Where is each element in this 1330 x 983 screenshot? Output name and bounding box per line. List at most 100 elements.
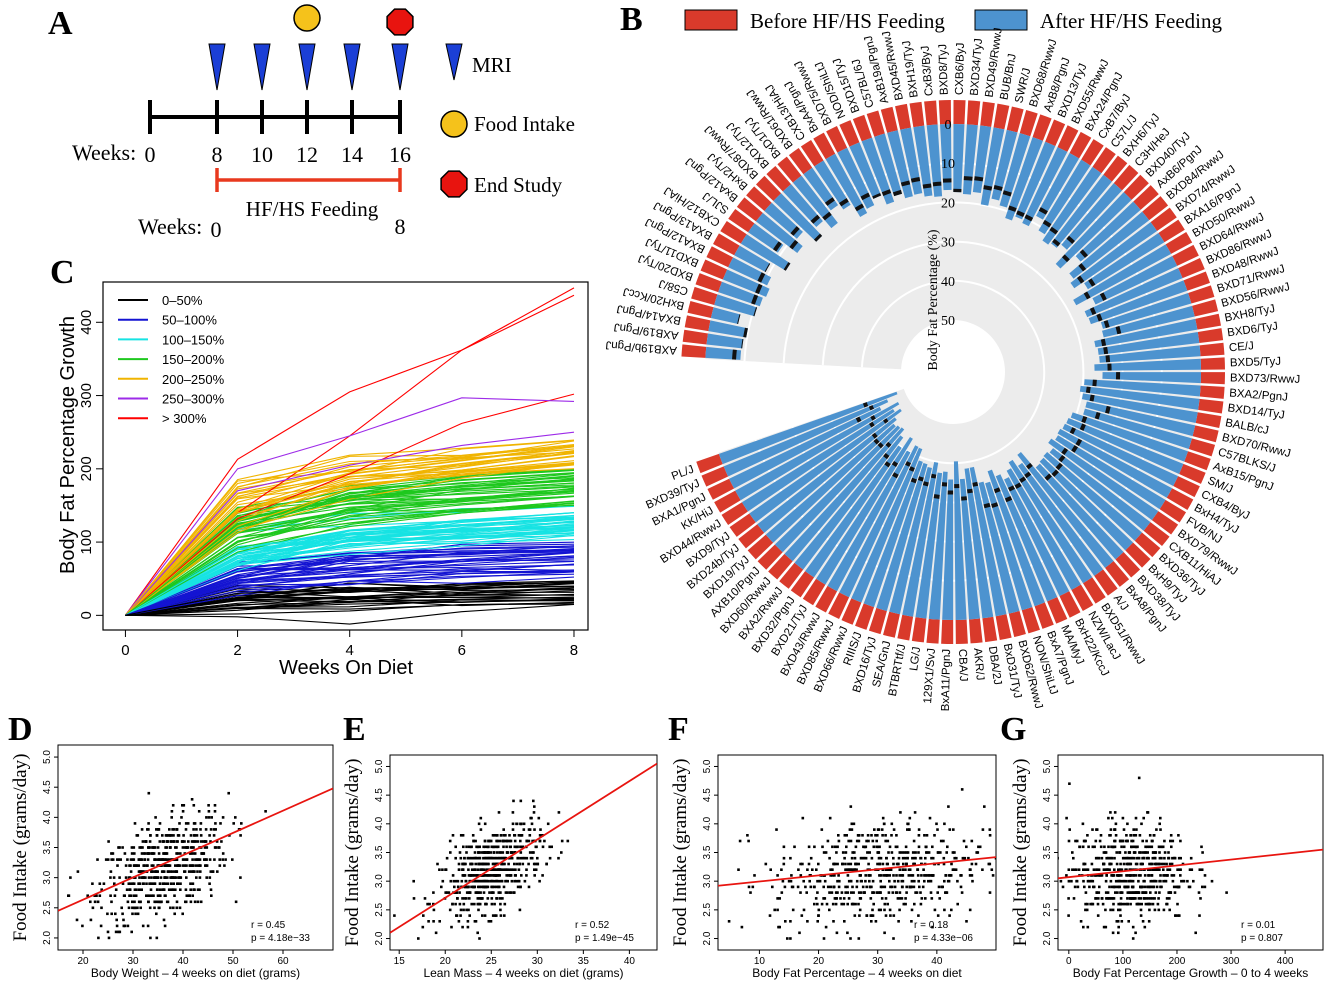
scatter-point <box>1163 856 1166 860</box>
scatter-point <box>835 931 839 935</box>
scatter-point <box>929 891 933 894</box>
x-tick-label: 30 <box>127 956 139 967</box>
scatter-point <box>1143 897 1146 900</box>
scatter-point <box>471 856 475 860</box>
scatter-point <box>990 868 994 871</box>
scatter-point <box>170 870 174 873</box>
scatter-point <box>139 906 142 910</box>
scatter-point <box>214 828 217 831</box>
radial-bar-before <box>1021 606 1040 634</box>
scatter-point <box>111 852 115 855</box>
scatter-point <box>461 925 464 929</box>
radial-bar-before <box>852 114 873 142</box>
radial-bar-after <box>773 193 823 242</box>
radial-axis-tick: 50 <box>941 314 955 329</box>
scatter-point <box>817 862 820 866</box>
scatter-point <box>1086 902 1089 906</box>
scatter-point <box>189 882 192 885</box>
scatter-point <box>471 862 474 866</box>
scatter-point <box>147 822 150 825</box>
scatter-point <box>497 879 501 883</box>
scatter-point <box>848 828 852 831</box>
scatter-point <box>197 864 200 867</box>
scatter-point <box>464 879 468 883</box>
scatter-point <box>1108 868 1111 871</box>
radial-bar-marker <box>942 178 952 183</box>
growth-line <box>125 393 575 616</box>
scatter-xlabel: Lean Mass – 4 weeks on diet (grams) <box>423 966 623 980</box>
scatter-point <box>474 839 477 843</box>
scatter-point <box>1165 897 1169 900</box>
scatter-point <box>513 879 516 883</box>
scatter-point <box>837 885 841 889</box>
scatter-point <box>1100 856 1104 860</box>
scatter-point <box>962 839 966 843</box>
scatter-point <box>1118 908 1122 912</box>
scatter-point <box>1115 920 1119 923</box>
scatter-point <box>1158 891 1161 894</box>
y-tick-label: 2.0 <box>702 931 713 945</box>
scatter-point <box>1146 851 1149 854</box>
scatter-point <box>508 868 512 871</box>
scatter-point <box>879 885 883 889</box>
scatter-point <box>199 870 202 873</box>
radial-bar-marker <box>1094 411 1101 420</box>
scatter-point <box>802 879 805 883</box>
x-tick-label: 300 <box>1223 956 1240 967</box>
y-tick-label: 5.0 <box>42 750 53 764</box>
scatter-point <box>532 799 535 803</box>
timeline-week-label: 10 <box>251 142 273 167</box>
radial-bar-before <box>993 103 1010 130</box>
growth-line <box>124 431 575 616</box>
scatter-point <box>191 858 194 861</box>
scatter-point <box>489 879 492 883</box>
radial-bar-marker <box>892 472 899 479</box>
scatter-point <box>1090 879 1093 883</box>
scatter-point <box>846 902 849 906</box>
radial-bar-marker <box>741 338 744 349</box>
scatter-point <box>468 914 471 917</box>
scatter-point <box>517 879 520 883</box>
scatter-point <box>895 834 898 837</box>
scatter-point <box>111 858 115 861</box>
scatter-point <box>1107 816 1110 820</box>
scatter-point <box>1129 902 1132 906</box>
radial-bar-after <box>1039 457 1134 551</box>
scatter-point <box>466 920 470 923</box>
growth-line <box>124 397 575 616</box>
radial-bar-before <box>721 502 748 525</box>
scatter-point <box>121 882 125 885</box>
scatter-point <box>1143 874 1147 877</box>
y-tick-label: 2.0 <box>1042 931 1053 945</box>
legend-label: 0–50% <box>162 293 203 308</box>
scatter-point <box>231 858 234 861</box>
radial-axis-title: Body Fat Percentage (%) <box>926 229 941 370</box>
scatter-point <box>842 902 846 906</box>
scatter-point <box>1071 851 1074 854</box>
scatter-point <box>1120 868 1124 871</box>
scatter-point <box>1103 845 1106 849</box>
scatter-point <box>500 862 503 866</box>
scatter-point <box>455 914 459 917</box>
strain-label: LG/J <box>908 646 923 672</box>
scatter-point <box>751 885 755 889</box>
scatter-point <box>1189 856 1193 860</box>
scatter-point <box>700 926 703 929</box>
radial-bar-after <box>1099 345 1201 363</box>
radial-bar-after <box>825 153 868 217</box>
scatter-point <box>502 845 505 849</box>
scatter-point <box>1200 845 1203 849</box>
scatter-point <box>188 852 192 855</box>
scatter-point <box>1108 885 1111 889</box>
scatter-point <box>876 891 879 894</box>
radial-bar-after <box>827 450 911 592</box>
radial-bar-after <box>902 462 939 617</box>
scatter-point <box>156 876 160 879</box>
scatter-point <box>224 858 227 861</box>
scatter-point <box>221 852 225 855</box>
scatter-point <box>158 882 162 885</box>
scatter-point <box>776 874 779 877</box>
scatter-point <box>919 856 923 860</box>
radial-bar-before <box>1094 569 1118 596</box>
scatter-point <box>151 852 155 855</box>
